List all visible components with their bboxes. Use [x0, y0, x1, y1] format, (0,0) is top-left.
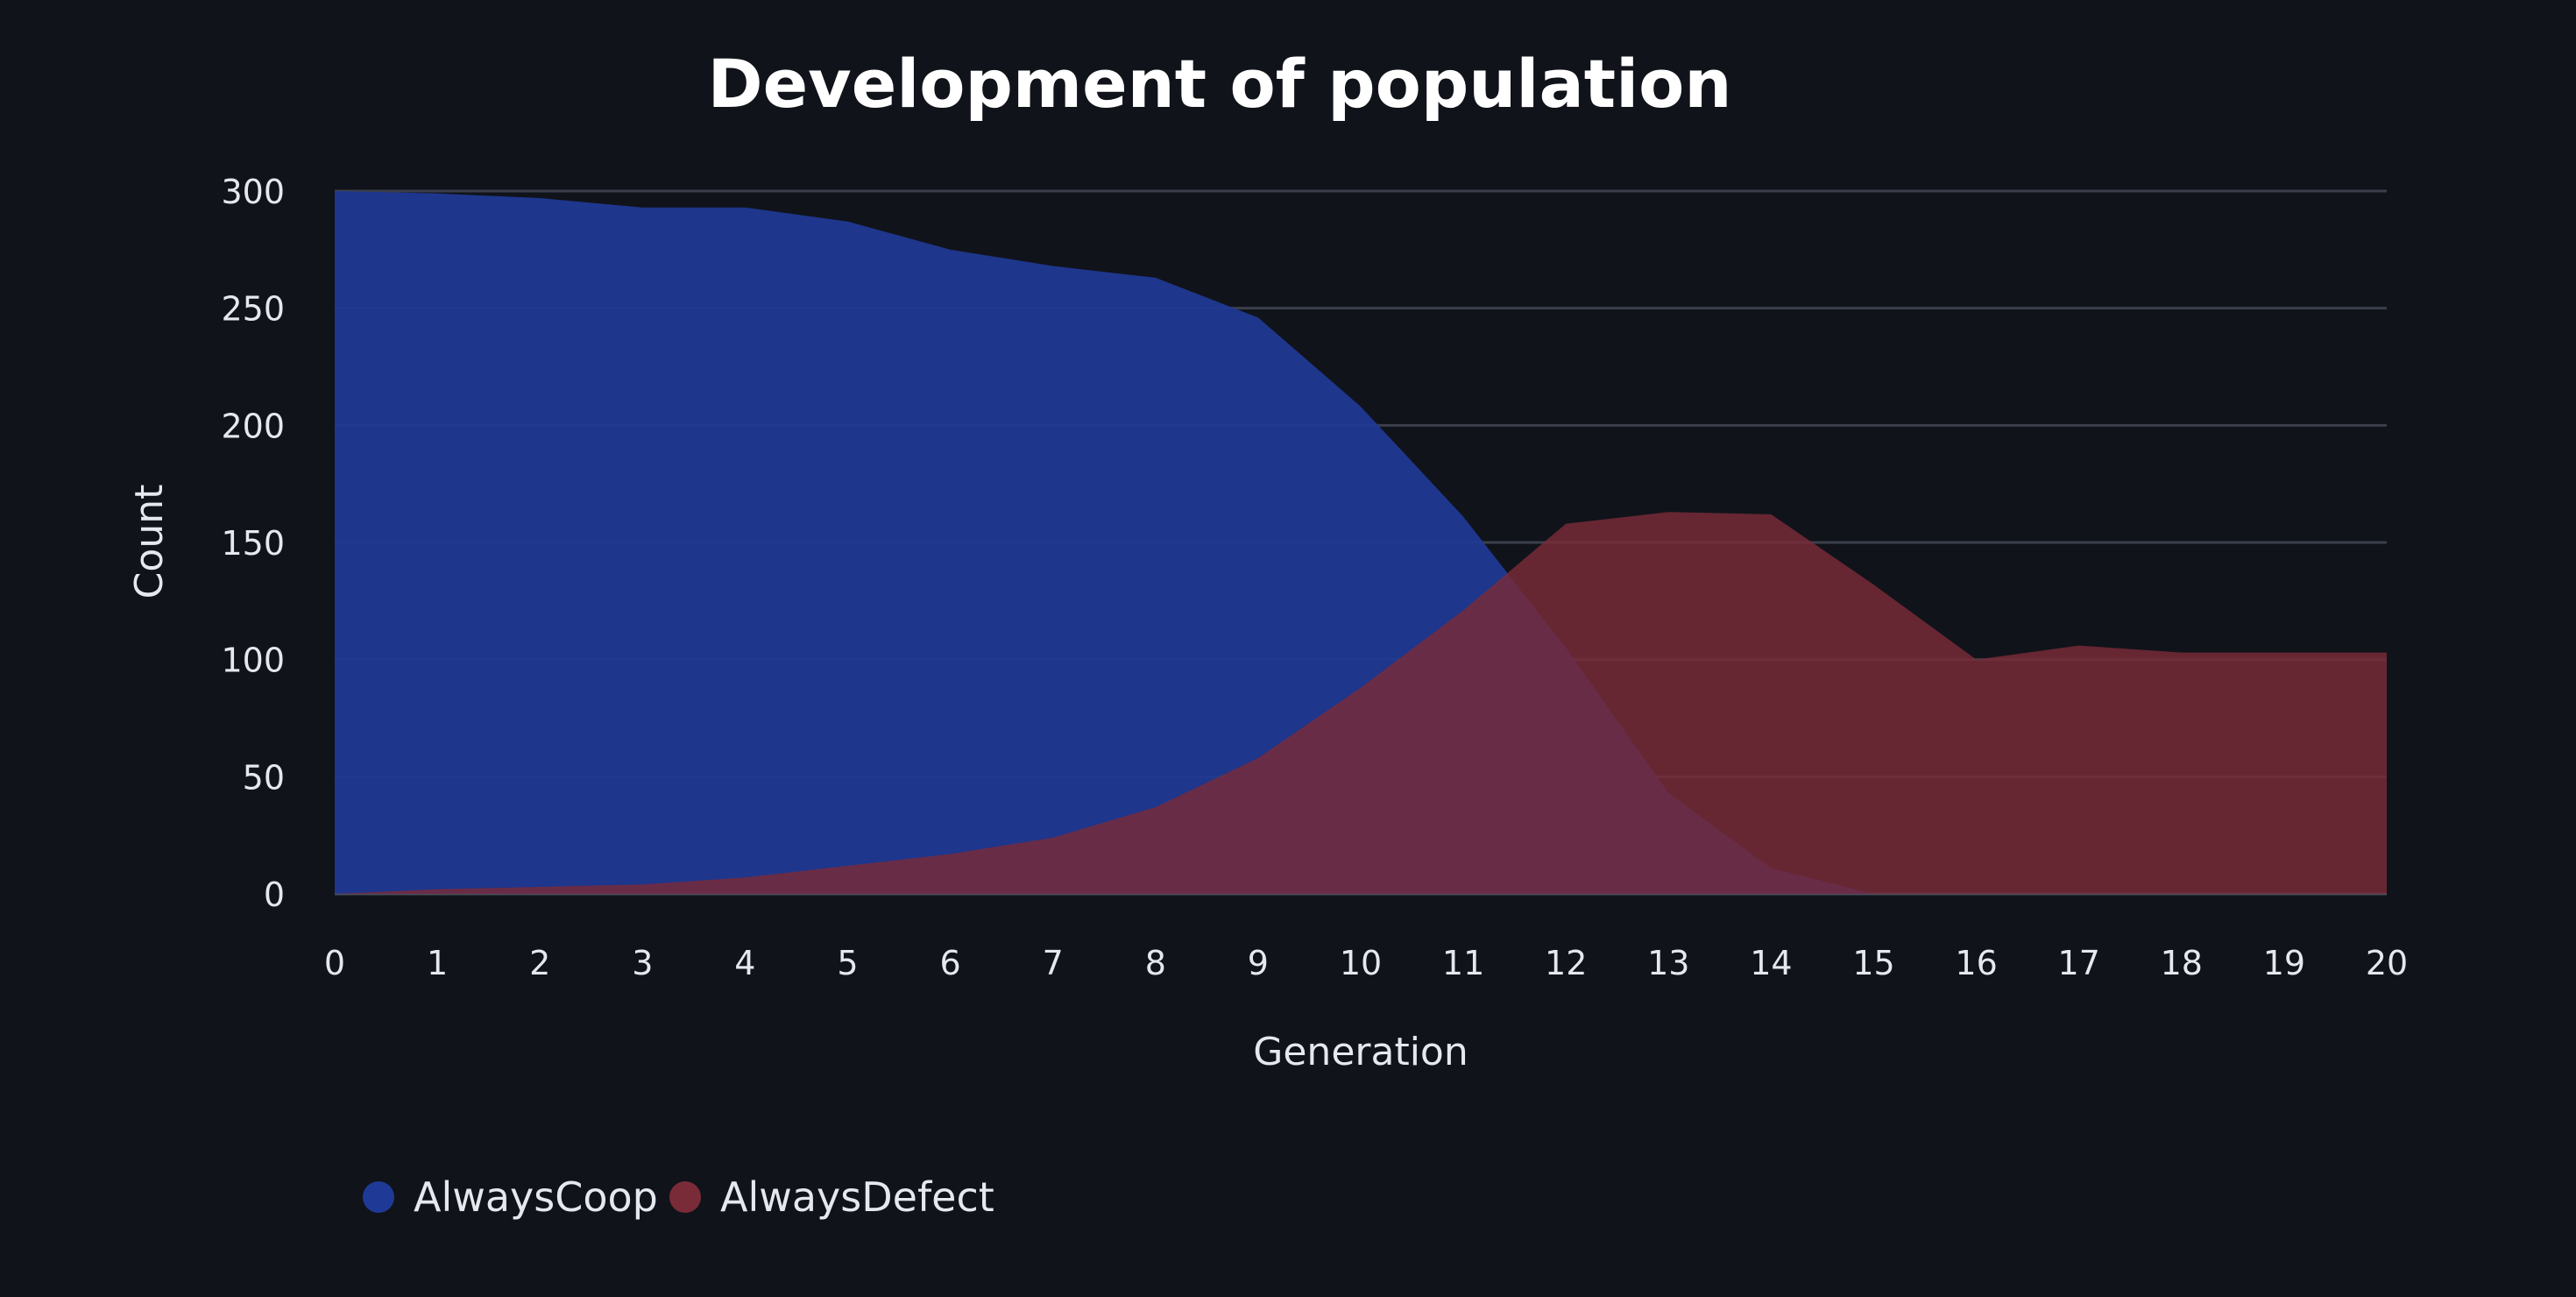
- data-point-AlwaysDefect-6[interactable]: [947, 851, 954, 858]
- series-area-AlwaysDefect[interactable]: [335, 512, 2387, 894]
- y-tick-label-0: 0: [264, 875, 285, 914]
- legend-label-AlwaysCoop: AlwaysCoop: [414, 1173, 658, 1221]
- x-tick-label-10: 10: [1340, 944, 1382, 982]
- data-point-AlwaysDefect-17[interactable]: [2076, 642, 2083, 649]
- y-tick-label-50: 50: [243, 758, 285, 797]
- y-tick-label-300: 300: [221, 173, 285, 211]
- x-tick-label-20: 20: [2366, 944, 2408, 982]
- legend: AlwaysCoop AlwaysDefect: [363, 1173, 994, 1221]
- x-tick-label-19: 19: [2263, 944, 2305, 982]
- data-point-AlwaysDefect-9[interactable]: [1255, 755, 1262, 762]
- x-tick-label-6: 6: [940, 944, 961, 982]
- x-tick-label-1: 1: [427, 944, 448, 982]
- x-tick-label-11: 11: [1442, 944, 1484, 982]
- x-axis-ticks: 0 1 2 3 4 5 6 7 8 9 10 11 12 13 14 15 16 17 18 19 20: [324, 944, 2408, 982]
- data-point-AlwaysDefect-1[interactable]: [434, 886, 441, 893]
- data-point-AlwaysCoop-10[interactable]: [1357, 403, 1364, 410]
- data-point-AlwaysCoop-6[interactable]: [947, 246, 954, 253]
- data-point-AlwaysCoop-11[interactable]: [1460, 514, 1467, 521]
- y-axis-ticks: 0 50 100 150 200 250 300: [221, 173, 285, 914]
- legend-swatch-AlwaysCoop: [363, 1181, 394, 1213]
- series-areas: [331, 188, 2390, 897]
- data-point-AlwaysDefect-16[interactable]: [1973, 656, 1980, 663]
- data-point-AlwaysCoop-2[interactable]: [536, 195, 543, 202]
- y-tick-label-250: 250: [221, 290, 285, 329]
- data-point-AlwaysCoop-9[interactable]: [1255, 314, 1262, 321]
- data-point-AlwaysDefect-15[interactable]: [1871, 581, 1878, 588]
- x-tick-label-7: 7: [1043, 944, 1064, 982]
- data-point-AlwaysCoop-5[interactable]: [845, 218, 852, 225]
- legend-item-AlwaysDefect[interactable]: AlwaysDefect: [669, 1173, 994, 1221]
- x-tick-label-17: 17: [2058, 944, 2100, 982]
- y-tick-label-150: 150: [221, 524, 285, 563]
- data-point-AlwaysDefect-19[interactable]: [2281, 649, 2288, 656]
- data-point-AlwaysDefect-12[interactable]: [1562, 521, 1569, 528]
- x-tick-label-15: 15: [1852, 944, 1894, 982]
- legend-label-AlwaysDefect: AlwaysDefect: [720, 1173, 994, 1221]
- x-tick-label-12: 12: [1545, 944, 1587, 982]
- x-tick-label-4: 4: [734, 944, 755, 982]
- x-tick-label-14: 14: [1750, 944, 1792, 982]
- data-point-AlwaysDefect-13[interactable]: [1665, 508, 1672, 515]
- data-point-AlwaysDefect-0[interactable]: [331, 890, 338, 897]
- x-tick-label-16: 16: [1955, 944, 1997, 982]
- data-point-AlwaysDefect-4[interactable]: [741, 874, 748, 881]
- data-point-AlwaysDefect-11[interactable]: [1460, 607, 1467, 614]
- series-area-AlwaysCoop[interactable]: [335, 191, 2387, 894]
- data-point-AlwaysCoop-8[interactable]: [1152, 274, 1159, 281]
- data-point-AlwaysCoop-1[interactable]: [434, 190, 441, 197]
- data-point-AlwaysCoop-7[interactable]: [1050, 263, 1057, 270]
- x-tick-label-13: 13: [1647, 944, 1689, 982]
- x-tick-label-8: 8: [1145, 944, 1166, 982]
- data-point-AlwaysDefect-18[interactable]: [2178, 649, 2185, 656]
- y-axis-label: Count: [127, 485, 172, 599]
- chart-title: Development of population: [708, 45, 1732, 123]
- y-tick-label-100: 100: [221, 641, 285, 680]
- data-point-AlwaysDefect-7[interactable]: [1050, 834, 1057, 841]
- data-point-AlwaysDefect-5[interactable]: [845, 862, 852, 869]
- x-tick-label-9: 9: [1248, 944, 1269, 982]
- data-point-AlwaysDefect-14[interactable]: [1767, 511, 1774, 518]
- data-point-AlwaysCoop-4[interactable]: [741, 204, 748, 211]
- x-tick-label-5: 5: [837, 944, 858, 982]
- legend-item-AlwaysCoop[interactable]: AlwaysCoop: [363, 1173, 658, 1221]
- x-tick-label-3: 3: [632, 944, 653, 982]
- y-tick-label-200: 200: [221, 407, 285, 445]
- data-point-AlwaysDefect-20[interactable]: [2383, 649, 2390, 656]
- data-point-AlwaysDefect-10[interactable]: [1357, 684, 1364, 691]
- x-tick-label-18: 18: [2161, 944, 2203, 982]
- data-point-AlwaysCoop-3[interactable]: [639, 204, 646, 211]
- data-point-AlwaysDefect-3[interactable]: [639, 881, 646, 888]
- data-point-AlwaysDefect-8[interactable]: [1152, 804, 1159, 811]
- data-point-AlwaysCoop-0[interactable]: [331, 188, 338, 195]
- legend-swatch-AlwaysDefect: [669, 1181, 701, 1213]
- x-axis-label: Generation: [1253, 1030, 1468, 1074]
- x-tick-label-0: 0: [324, 944, 345, 982]
- x-tick-label-2: 2: [529, 944, 550, 982]
- data-point-AlwaysDefect-2[interactable]: [536, 883, 543, 890]
